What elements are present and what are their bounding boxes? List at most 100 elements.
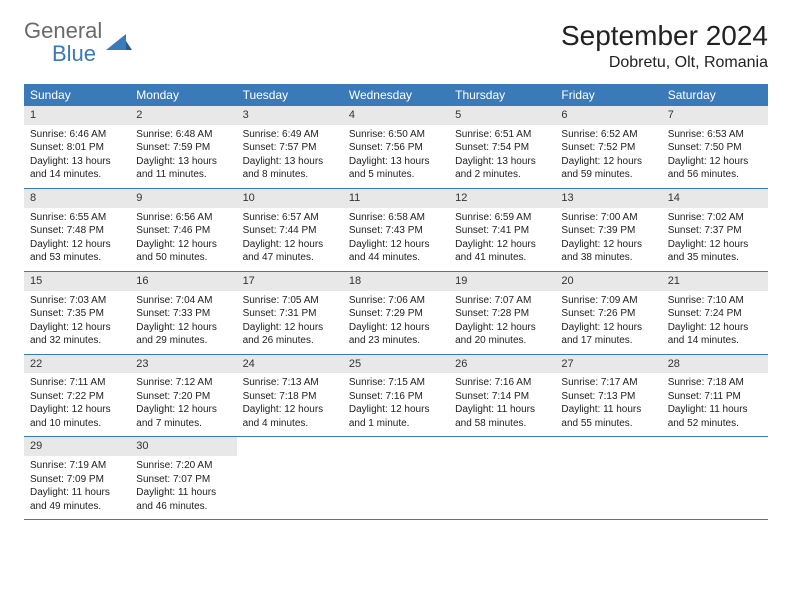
daylight-line: Daylight: 13 hours and 11 minutes. (136, 155, 230, 182)
daylight-line: Daylight: 13 hours and 2 minutes. (455, 155, 549, 182)
sunrise-line: Sunrise: 7:20 AM (136, 459, 230, 473)
daylight-line: Daylight: 11 hours and 49 minutes. (30, 486, 124, 513)
sunrise-line: Sunrise: 6:53 AM (668, 128, 762, 142)
day-details: Sunrise: 6:49 AMSunset: 7:57 PMDaylight:… (237, 128, 343, 182)
day-details: Sunrise: 7:00 AMSunset: 7:39 PMDaylight:… (555, 211, 661, 265)
brand-text: General Blue (24, 20, 102, 66)
day-cell (343, 437, 449, 519)
sunset-line: Sunset: 7:22 PM (30, 390, 124, 404)
day-cell: 12 Sunrise: 6:59 AMSunset: 7:41 PMDayligh… (449, 189, 555, 271)
location: Dobretu, Olt, Romania (561, 54, 768, 72)
sunrise-line: Sunrise: 7:03 AM (30, 294, 124, 308)
day-number: 21 (662, 272, 768, 291)
day-number: 29 (24, 437, 130, 456)
week-row: 15Sunrise: 7:03 AMSunset: 7:35 PMDayligh… (24, 272, 768, 355)
day-number: 27 (555, 355, 661, 374)
daylight-line: Daylight: 13 hours and 14 minutes. (30, 155, 124, 182)
sunrise-line: Sunrise: 7:13 AM (243, 376, 337, 390)
sunset-line: Sunset: 7:16 PM (349, 390, 443, 404)
day-details: Sunrise: 7:02 AMSunset: 7:37 PMDaylight:… (662, 211, 768, 265)
sunrise-line: Sunrise: 7:02 AM (668, 211, 762, 225)
day-cell: 28 Sunrise: 7:18 AMSunset: 7:11 PMDayligh… (662, 355, 768, 437)
sunrise-line: Sunrise: 6:49 AM (243, 128, 337, 142)
sunrise-line: Sunrise: 6:48 AM (136, 128, 230, 142)
day-number: 16 (130, 272, 236, 291)
week-row: 1Sunrise: 6:46 AMSunset: 8:01 PMDaylight… (24, 106, 768, 189)
day-cell: 18 Sunrise: 7:06 AMSunset: 7:29 PMDayligh… (343, 272, 449, 354)
sunrise-line: Sunrise: 6:57 AM (243, 211, 337, 225)
day-number: 13 (555, 189, 661, 208)
sunrise-line: Sunrise: 6:46 AM (30, 128, 124, 142)
daylight-line: Daylight: 12 hours and 44 minutes. (349, 238, 443, 265)
day-cell: 14Sunrise: 7:02 AMSunset: 7:37 PMDayligh… (662, 189, 768, 271)
day-number: 7 (662, 106, 768, 125)
brand-logo: General Blue (24, 20, 132, 66)
brand-word2: Blue (24, 41, 96, 66)
day-cell: 17Sunrise: 7:05 AMSunset: 7:31 PMDayligh… (237, 272, 343, 354)
sunrise-line: Sunrise: 7:15 AM (349, 376, 443, 390)
daylight-line: Daylight: 12 hours and 56 minutes. (668, 155, 762, 182)
day-number: 6 (555, 106, 661, 125)
sunrise-line: Sunrise: 7:09 AM (561, 294, 655, 308)
day-number: 18 (343, 272, 449, 291)
sunset-line: Sunset: 7:20 PM (136, 390, 230, 404)
sunset-line: Sunset: 7:50 PM (668, 141, 762, 155)
day-details: Sunrise: 7:18 AMSunset: 7:11 PMDaylight:… (662, 376, 768, 430)
day-number: 26 (449, 355, 555, 374)
day-number: 12 (449, 189, 555, 208)
day-details: Sunrise: 6:55 AMSunset: 7:48 PMDaylight:… (24, 211, 130, 265)
daylight-line: Daylight: 13 hours and 5 minutes. (349, 155, 443, 182)
day-details: Sunrise: 6:53 AMSunset: 7:50 PMDaylight:… (662, 128, 768, 182)
weekday-header: Wednesday (343, 84, 449, 106)
weekday-header-row: SundayMondayTuesdayWednesdayThursdayFrid… (24, 84, 768, 106)
day-number: 22 (24, 355, 130, 374)
day-number: 25 (343, 355, 449, 374)
day-details: Sunrise: 6:51 AMSunset: 7:54 PMDaylight:… (449, 128, 555, 182)
day-cell: 5Sunrise: 6:51 AMSunset: 7:54 PMDaylight… (449, 106, 555, 188)
sunrise-line: Sunrise: 7:00 AM (561, 211, 655, 225)
weeks-container: 1Sunrise: 6:46 AMSunset: 8:01 PMDaylight… (24, 106, 768, 520)
day-cell: 19Sunrise: 7:07 AMSunset: 7:28 PMDayligh… (449, 272, 555, 354)
sunset-line: Sunset: 7:11 PM (668, 390, 762, 404)
day-details: Sunrise: 7:06 AMSunset: 7:29 PMDaylight:… (343, 294, 449, 348)
week-row: 8Sunrise: 6:55 AMSunset: 7:48 PMDaylight… (24, 189, 768, 272)
day-number: 23 (130, 355, 236, 374)
day-number: 10 (237, 189, 343, 208)
daylight-line: Daylight: 12 hours and 50 minutes. (136, 238, 230, 265)
sunrise-line: Sunrise: 6:51 AM (455, 128, 549, 142)
daylight-line: Daylight: 12 hours and 14 minutes. (668, 321, 762, 348)
sunrise-line: Sunrise: 6:58 AM (349, 211, 443, 225)
sunrise-line: Sunrise: 7:12 AM (136, 376, 230, 390)
weekday-header: Saturday (662, 84, 768, 106)
day-number: 1 (24, 106, 130, 125)
day-cell: 8Sunrise: 6:55 AMSunset: 7:48 PMDaylight… (24, 189, 130, 271)
weekday-header: Tuesday (237, 84, 343, 106)
sunset-line: Sunset: 7:52 PM (561, 141, 655, 155)
day-details: Sunrise: 7:04 AMSunset: 7:33 PMDaylight:… (130, 294, 236, 348)
daylight-line: Daylight: 11 hours and 58 minutes. (455, 403, 549, 430)
sunset-line: Sunset: 7:59 PM (136, 141, 230, 155)
day-details: Sunrise: 7:20 AMSunset: 7:07 PMDaylight:… (130, 459, 236, 513)
day-cell: 22Sunrise: 7:11 AMSunset: 7:22 PMDayligh… (24, 355, 130, 437)
day-cell: 15Sunrise: 7:03 AMSunset: 7:35 PMDayligh… (24, 272, 130, 354)
sunrise-line: Sunrise: 7:07 AM (455, 294, 549, 308)
weekday-header: Friday (555, 84, 661, 106)
daylight-line: Daylight: 12 hours and 4 minutes. (243, 403, 337, 430)
day-number: 2 (130, 106, 236, 125)
daylight-line: Daylight: 11 hours and 55 minutes. (561, 403, 655, 430)
day-cell: 23 Sunrise: 7:12 AMSunset: 7:20 PMDayligh… (130, 355, 236, 437)
sunset-line: Sunset: 7:43 PM (349, 224, 443, 238)
day-number: 19 (449, 272, 555, 291)
sunrise-line: Sunrise: 6:50 AM (349, 128, 443, 142)
weekday-header: Monday (130, 84, 236, 106)
day-number: 4 (343, 106, 449, 125)
sunset-line: Sunset: 7:26 PM (561, 307, 655, 321)
day-number: 28 (662, 355, 768, 374)
day-cell (662, 437, 768, 519)
day-details: Sunrise: 6:59 AMSunset: 7:41 PMDaylight:… (449, 211, 555, 265)
day-details: Sunrise: 6:48 AMSunset: 7:59 PMDaylight:… (130, 128, 236, 182)
daylight-line: Daylight: 12 hours and 7 minutes. (136, 403, 230, 430)
day-details: Sunrise: 7:13 AMSunset: 7:18 PMDaylight:… (237, 376, 343, 430)
day-details: Sunrise: 7:10 AMSunset: 7:24 PMDaylight:… (662, 294, 768, 348)
day-details: Sunrise: 6:56 AMSunset: 7:46 PMDaylight:… (130, 211, 236, 265)
